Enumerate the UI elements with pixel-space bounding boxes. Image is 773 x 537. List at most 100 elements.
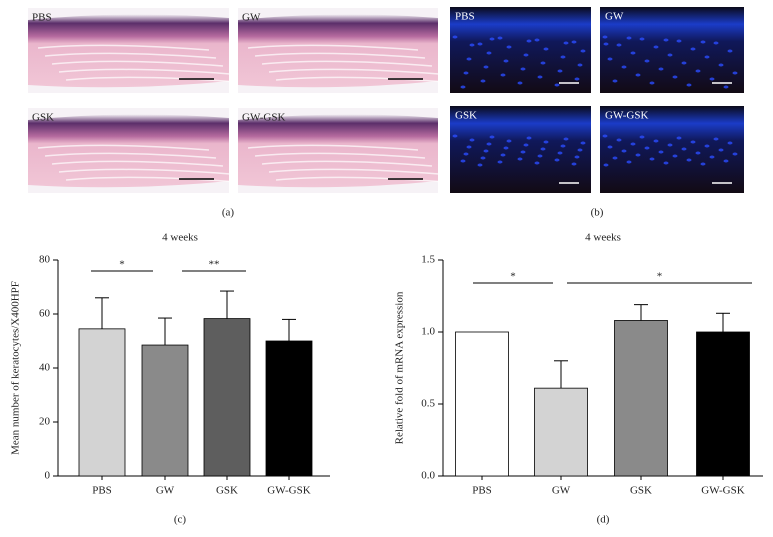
y-tick-label: 1.0 xyxy=(421,326,435,338)
nucleus xyxy=(667,143,673,147)
x-tick-label: GSK xyxy=(630,485,652,497)
image-label: PBS xyxy=(455,11,475,23)
nucleus xyxy=(452,35,458,39)
nucleus xyxy=(503,146,509,150)
nucleus xyxy=(621,65,627,69)
bar xyxy=(203,318,251,477)
nucleus xyxy=(477,42,483,46)
stroma-line xyxy=(261,160,433,167)
nucleus xyxy=(534,38,540,42)
nucleus xyxy=(727,141,733,145)
nucleus xyxy=(607,145,613,149)
nucleus xyxy=(537,75,543,79)
nucleus xyxy=(526,39,532,43)
nucleus xyxy=(574,77,580,81)
nucleus xyxy=(469,138,475,142)
nucleus xyxy=(537,154,543,158)
bar xyxy=(141,344,189,477)
nucleus xyxy=(571,162,577,166)
nucleus xyxy=(644,59,650,63)
nucleus xyxy=(571,40,577,44)
bar xyxy=(78,328,126,477)
nucleus xyxy=(520,150,526,154)
micrograph xyxy=(450,7,591,93)
nucleus xyxy=(607,57,613,61)
nucleus xyxy=(658,67,664,71)
stroma-line xyxy=(37,144,210,151)
nucleus xyxy=(704,55,710,59)
micrographs: PBS GW GSK GW-GSK PBS GW GSK GW-GSK xyxy=(28,7,744,193)
stroma-line xyxy=(275,76,447,83)
micrograph xyxy=(450,106,591,193)
nucleus xyxy=(534,161,540,165)
nucleus xyxy=(469,43,475,47)
nucleus xyxy=(612,156,618,160)
stroma-line xyxy=(247,44,419,51)
nucleus xyxy=(630,142,636,146)
stroma-line xyxy=(268,168,440,175)
nucleus xyxy=(718,63,724,67)
nucleus xyxy=(602,134,608,138)
x-tick-label: GSK xyxy=(216,485,238,497)
nucleus xyxy=(486,51,492,55)
stroma-line xyxy=(58,168,231,175)
nucleus xyxy=(732,152,738,156)
nucleus xyxy=(723,159,729,163)
nucleus xyxy=(489,135,495,139)
nucleus xyxy=(644,146,650,150)
stroma-line xyxy=(275,176,447,183)
nucleus xyxy=(557,69,563,73)
nucleus xyxy=(603,42,609,46)
nucleus xyxy=(483,149,489,153)
nucleus xyxy=(577,148,583,152)
nucleus xyxy=(704,144,710,148)
nucleus xyxy=(621,149,627,153)
nucleus xyxy=(663,161,669,165)
bar xyxy=(455,331,509,477)
stroma-line xyxy=(254,152,426,159)
bar xyxy=(534,387,588,477)
nucleus xyxy=(700,40,706,44)
significance-marker: * xyxy=(510,271,516,283)
nucleus xyxy=(616,43,622,47)
nucleus xyxy=(543,140,549,144)
nucleus xyxy=(526,136,532,140)
stroma-line xyxy=(44,152,217,159)
y-tick-label: 0.5 xyxy=(421,398,435,410)
bar xyxy=(614,320,668,477)
nucleus xyxy=(580,49,586,53)
image-label: GSK xyxy=(32,112,54,124)
stroma-line xyxy=(65,76,238,83)
nucleus xyxy=(709,155,715,159)
nucleus xyxy=(649,157,655,161)
micrograph xyxy=(600,7,744,93)
nucleus xyxy=(676,39,682,43)
y-tick-label: 80 xyxy=(39,254,51,266)
x-tick-label: GW xyxy=(156,485,175,497)
nucleus xyxy=(700,162,706,166)
stroma-line xyxy=(58,68,231,75)
nucleus xyxy=(560,144,566,148)
nucleus xyxy=(686,158,692,162)
nucleus xyxy=(649,81,655,85)
nucleus xyxy=(695,69,701,73)
nucleus xyxy=(616,138,622,142)
y-tick-label: 1.5 xyxy=(421,254,435,266)
nucleus xyxy=(672,75,678,79)
tissue xyxy=(28,114,229,188)
nucleus xyxy=(554,83,560,87)
stroma-line xyxy=(51,60,224,67)
tissue xyxy=(238,14,438,88)
stroma-line xyxy=(254,52,426,59)
nucleus xyxy=(523,143,529,147)
nucleus xyxy=(489,37,495,41)
stroma-line xyxy=(268,68,440,75)
nucleus xyxy=(477,163,483,167)
x-tick-label: GW-GSK xyxy=(701,485,744,497)
nucleus xyxy=(554,158,560,162)
nucleus xyxy=(635,153,641,157)
nucleus xyxy=(480,156,486,160)
bar xyxy=(696,331,750,477)
x-tick-label: PBS xyxy=(472,485,492,497)
nucleus xyxy=(626,36,632,40)
